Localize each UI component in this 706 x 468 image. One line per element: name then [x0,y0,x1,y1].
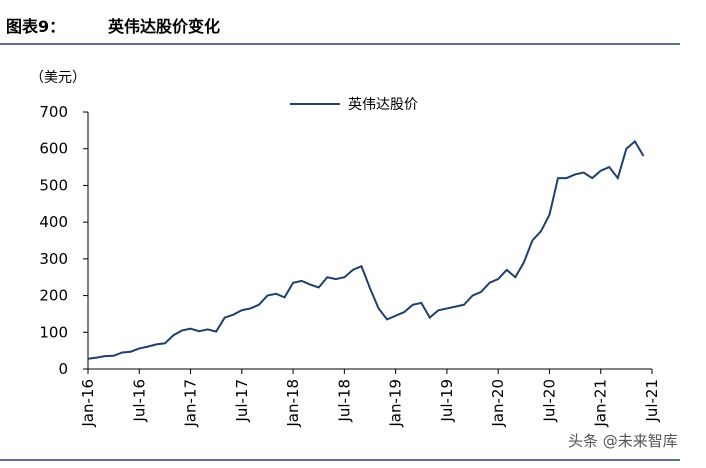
x-tick-label: Jan-21 [592,379,610,428]
y-tick-label: 600 [39,140,68,158]
chart-title: 英伟达股价变化 [107,17,220,36]
price-line [87,139,645,360]
x-tick-label: Jan-18 [284,379,302,428]
x-tick-label: Jan-19 [387,379,405,428]
x-tick-label: Jan-16 [79,379,97,428]
y-tick-label: 500 [39,176,68,194]
x-tick-label: Jul-18 [335,379,353,423]
x-tick-label: Jul-21 [643,379,661,423]
y-tick-label: 0 [58,360,68,378]
x-tick-label: Jul-20 [540,379,558,423]
x-tick-label: Jul-17 [233,379,251,423]
y-tick-label: 400 [39,213,68,231]
y-unit: （美元） [30,70,86,86]
y-tick-label: 100 [39,323,68,341]
watermark: 头条 @未来智库 [568,432,678,450]
x-tick-label: Jan-20 [489,379,507,428]
figure-label: 图表9： [6,17,65,36]
x-tick-label: Jul-19 [438,379,456,423]
x-tick-label: Jan-17 [182,379,200,428]
y-tick-label: 700 [39,103,68,121]
legend-label: 英伟达股价 [348,96,418,113]
y-tick-label: 300 [39,250,68,268]
y-tick-label: 200 [39,287,68,305]
x-tick-label: Jul-16 [130,379,148,423]
